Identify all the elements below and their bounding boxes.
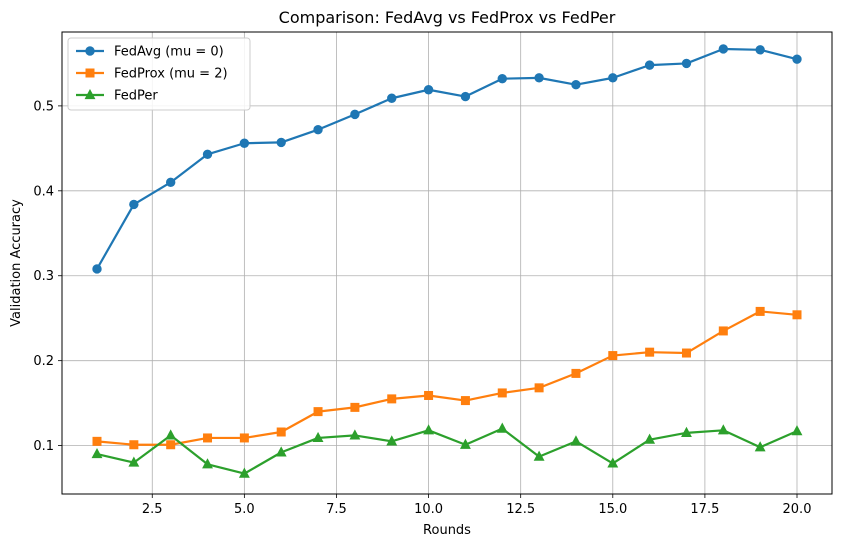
x-tick-label: 17.5 xyxy=(690,502,719,517)
series-1-point xyxy=(387,93,397,103)
x-tick-label: 5.0 xyxy=(234,502,255,517)
legend-label: FedPer xyxy=(114,89,158,104)
x-tick-label: 2.5 xyxy=(142,502,163,517)
series-2-point xyxy=(350,402,360,412)
series-3-point xyxy=(754,441,766,452)
series-1-point xyxy=(792,54,802,64)
series-2-point xyxy=(718,326,728,336)
legend-box xyxy=(67,37,251,111)
series-2-point xyxy=(755,306,765,316)
chart-title: Comparison: FedAvg vs FedProx vs FedPer xyxy=(279,8,616,27)
series-2-point xyxy=(681,348,691,358)
series-3-point xyxy=(459,438,471,449)
series-3-point xyxy=(423,424,435,435)
series-3-point xyxy=(275,446,287,457)
series-markers xyxy=(91,44,803,478)
series-1-point xyxy=(92,264,102,274)
series-1-point xyxy=(350,109,360,120)
series-2-point xyxy=(203,433,213,443)
series-2-point xyxy=(239,433,249,443)
y-tick-label: 0.4 xyxy=(33,184,54,199)
series-2-point xyxy=(534,383,544,393)
series-2-point xyxy=(460,396,470,406)
series-1-point xyxy=(718,44,729,54)
x-tick-label: 12.5 xyxy=(506,502,535,517)
x-axis-label: Rounds xyxy=(423,523,471,538)
series-3-point xyxy=(717,424,729,435)
series-1-point xyxy=(755,45,765,55)
y-axis-label: Validation Accuracy xyxy=(9,199,24,327)
series-1-point xyxy=(202,149,213,159)
x-tick-label: 7.5 xyxy=(326,502,347,517)
series-2-point xyxy=(645,347,655,357)
series-2-point xyxy=(313,407,323,417)
series-3-line xyxy=(96,427,798,475)
legend-marker xyxy=(85,68,95,78)
series-3-point xyxy=(533,450,545,461)
series-1-point xyxy=(534,73,544,83)
series-2-point xyxy=(276,427,286,437)
series-3-point xyxy=(607,457,619,468)
series-3-point xyxy=(165,429,177,440)
series-3-point xyxy=(202,458,213,469)
series-3-point xyxy=(791,425,803,436)
legend-marker xyxy=(84,88,96,100)
series-1-point xyxy=(276,137,286,148)
series-1-point xyxy=(423,85,434,95)
series-1-point xyxy=(165,177,176,188)
y-tick-label: 0.2 xyxy=(33,354,54,369)
y-tick-label: 0.3 xyxy=(33,269,54,284)
series-3-point xyxy=(644,433,656,444)
series-2-point xyxy=(387,394,397,404)
series-1-point xyxy=(239,138,250,148)
legend-label: FedAvg (mu = 0) xyxy=(114,45,224,60)
series-3-point xyxy=(496,422,508,433)
plot-frame xyxy=(61,31,833,495)
series-2-point xyxy=(497,388,507,398)
series-3-point xyxy=(349,429,361,440)
y-tick-label: 0.1 xyxy=(33,439,54,454)
y-axis-ticks: 0.1 0.2 0.3 0.4 0.5 xyxy=(33,99,62,454)
series-2-point xyxy=(424,390,434,400)
series-2-point xyxy=(608,351,618,361)
series-3-point xyxy=(238,467,250,478)
series-1-point xyxy=(129,199,139,210)
series-3-point xyxy=(128,456,140,467)
x-tick-label: 20.0 xyxy=(783,502,812,517)
series-3-point xyxy=(570,435,582,446)
series-2-line xyxy=(96,310,798,446)
legend: FedAvg (mu = 0) FedProx (mu = 2) FedPer xyxy=(67,37,251,111)
series-1-point xyxy=(644,60,655,70)
x-axis-ticks: 2.5 5.0 7.5 10.0 12.5 15.0 17.5 20.0 xyxy=(142,494,812,517)
series-3-point xyxy=(386,435,398,446)
series-2-point xyxy=(792,310,802,320)
grid xyxy=(62,32,832,494)
series-2-point xyxy=(129,440,139,450)
legend-label: FedProx (mu = 2) xyxy=(114,67,228,82)
series-1-point xyxy=(460,91,471,102)
series-1-point xyxy=(313,124,323,135)
series-2-point xyxy=(166,440,176,450)
x-tick-label: 15.0 xyxy=(598,502,627,517)
series-1-point xyxy=(497,74,507,84)
series-1-point xyxy=(571,79,581,90)
series-3-point xyxy=(681,426,692,437)
series-1-line xyxy=(96,47,798,270)
y-tick-label: 0.5 xyxy=(33,99,54,114)
x-tick-label: 10.0 xyxy=(414,502,443,517)
series-3-point xyxy=(312,431,324,443)
series-3-point xyxy=(91,448,103,459)
series-2-point xyxy=(92,436,102,446)
series-2-point xyxy=(571,368,581,378)
legend-marker xyxy=(85,46,95,56)
series-1-point xyxy=(608,73,618,83)
series-lines xyxy=(96,47,798,475)
series-1-point xyxy=(681,58,692,69)
